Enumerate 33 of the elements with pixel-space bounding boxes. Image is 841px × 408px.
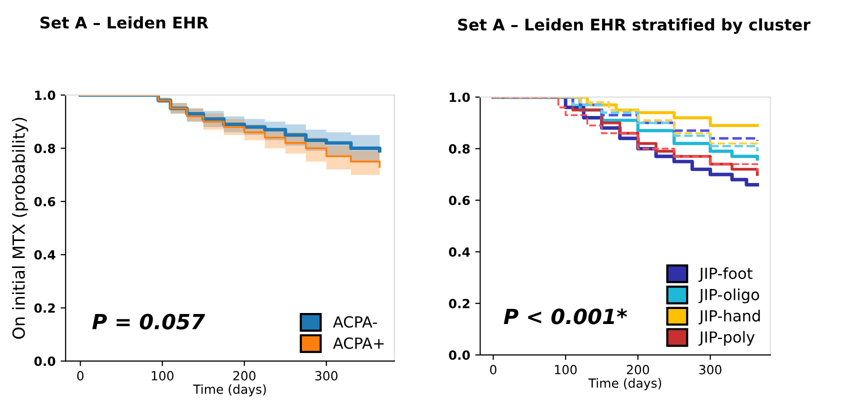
legend-label: ACPA+ <box>333 337 384 349</box>
x-tick-label: 200 <box>233 371 256 380</box>
y-tick-label: 0.0 <box>448 350 470 360</box>
y-tick-label: 0.6 <box>448 196 470 206</box>
annotation: P = 0.057 <box>92 314 205 330</box>
y-tick-label: 1.0 <box>450 92 470 102</box>
y-tick-label: 0.0 <box>34 356 56 366</box>
chart-title: Set A – Leiden EHR stratified by cluster <box>458 18 811 34</box>
y-tick-label: 0.4 <box>34 250 56 260</box>
y-tick-label: 1.0 <box>35 90 56 100</box>
x-tick-label: 100 <box>152 371 174 380</box>
legend-label: JIP-hand <box>698 310 760 324</box>
y-axis-title: On initial MTX (probability) <box>12 118 28 339</box>
x-tick-label: 0 <box>490 364 496 374</box>
legend-label: ACPA- <box>333 316 377 328</box>
legend-label: JIP-poly <box>698 330 755 346</box>
x-tick-label: 300 <box>699 364 722 374</box>
x-tick-label: 0 <box>77 371 84 380</box>
y-tick-label: 0.8 <box>448 144 470 154</box>
legend-label: JIP-oligo <box>698 288 760 304</box>
annotation: P < 0.001* <box>504 308 628 324</box>
x-tick-label: 100 <box>555 364 577 374</box>
y-tick-label: 0.2 <box>448 298 470 308</box>
x-axis-title: Time (days) <box>193 384 266 396</box>
y-tick-label: 0.2 <box>34 303 55 313</box>
y-tick-label: 0.4 <box>448 247 470 257</box>
x-axis-title: Time (days) <box>588 378 662 390</box>
x-tick-label: 300 <box>315 371 338 380</box>
chart-title: Set A – Leiden EHR <box>40 16 208 29</box>
y-tick-label: 0.6 <box>34 196 56 206</box>
y-tick-label: 0.8 <box>34 144 56 154</box>
x-tick-label: 200 <box>626 364 650 374</box>
legend-label: JIP-foot <box>698 267 752 282</box>
